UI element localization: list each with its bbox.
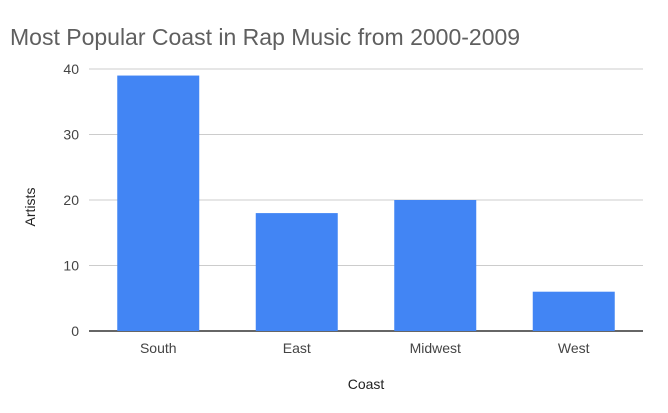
y-tick-label: 0	[71, 323, 79, 339]
x-tick-label-east: East	[283, 340, 311, 356]
chart-title: Most Popular Coast in Rap Music from 200…	[10, 24, 520, 50]
y-tick-label: 10	[63, 258, 79, 274]
bar-south	[117, 75, 200, 331]
y-tick-label: 30	[63, 127, 79, 143]
x-tick-label-south: South	[140, 340, 177, 356]
bars	[117, 75, 615, 331]
bar-midwest	[394, 200, 477, 331]
x-tick-labels: South East Midwest West	[140, 340, 590, 356]
y-tick-label: 20	[63, 192, 79, 208]
bar-east	[255, 213, 338, 331]
x-tick-label-midwest: Midwest	[410, 340, 461, 356]
y-tick-label: 40	[63, 61, 79, 77]
x-tick-label-west: West	[558, 340, 590, 356]
y-axis-title: Artists	[22, 188, 38, 227]
y-tick-labels: 0 10 20 30 40	[63, 61, 79, 339]
x-axis-title: Coast	[348, 376, 385, 392]
bar-west	[532, 291, 615, 331]
